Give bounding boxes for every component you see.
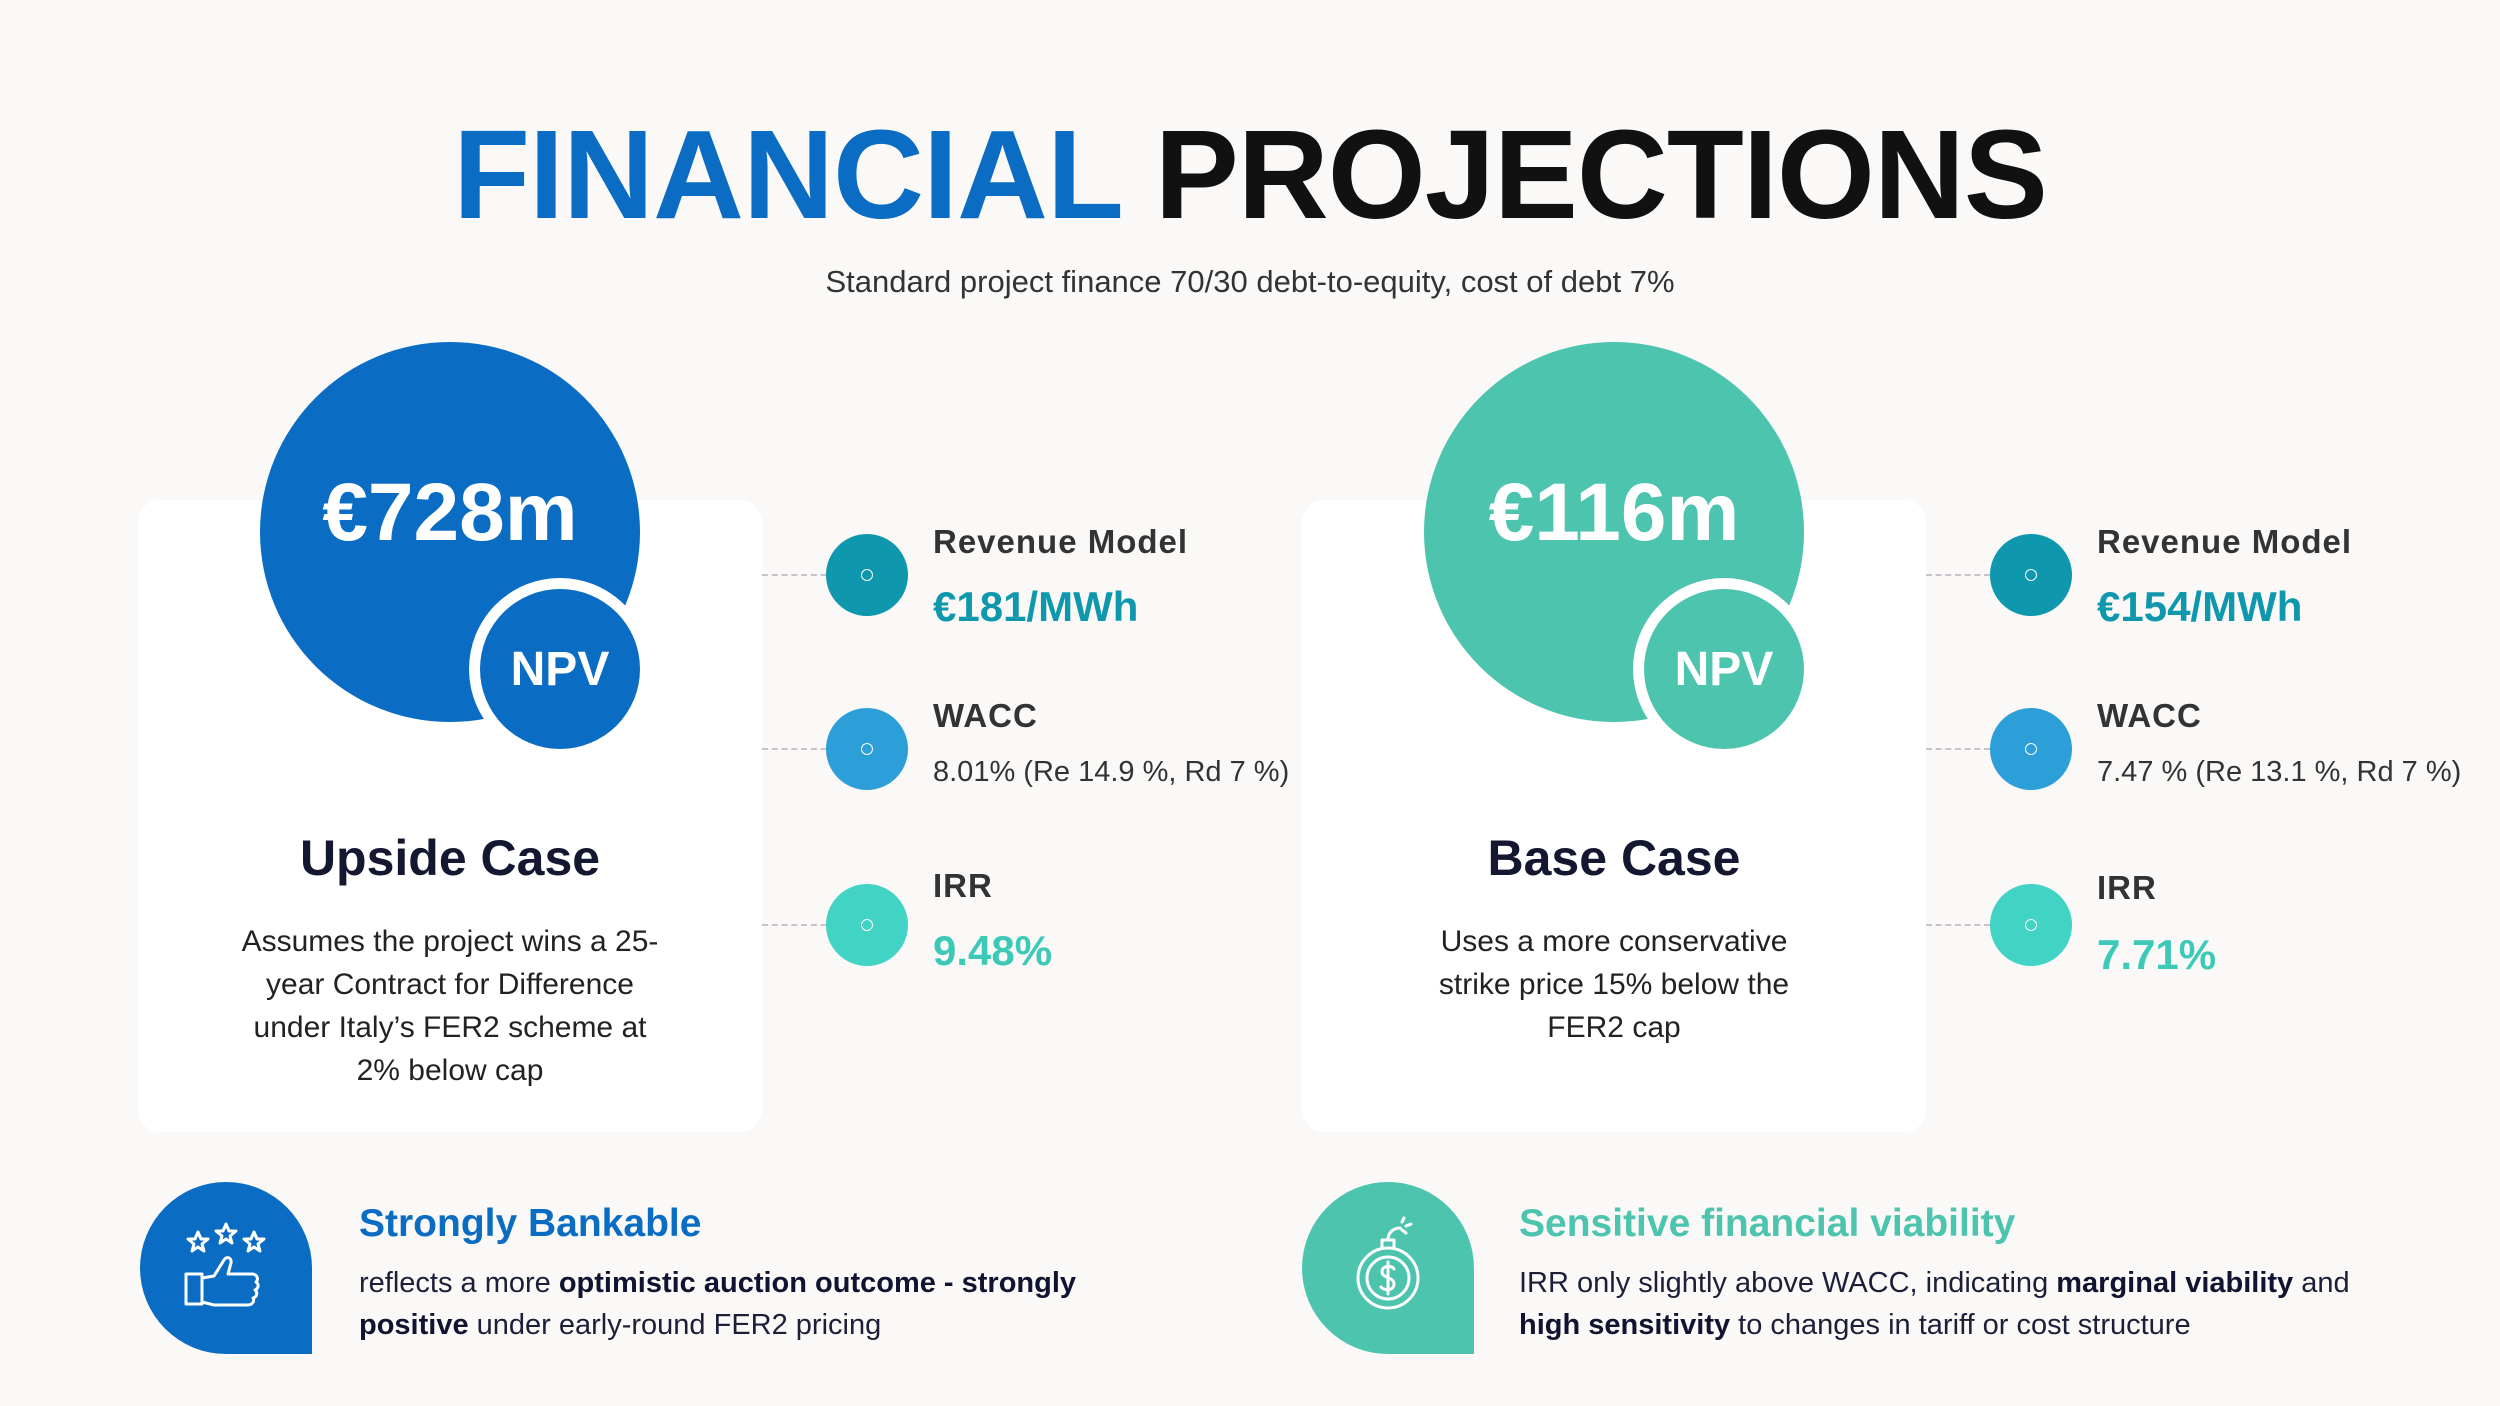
upside-case-description: Assumes the project wins a 25-year Contr… xyxy=(241,925,659,1087)
upside-wacc-connector xyxy=(762,748,856,750)
upside-irr-value: 9.48% xyxy=(933,927,1053,974)
bankable-description: reflects a more optimistic auction outco… xyxy=(359,1267,1077,1341)
upside-npv-value: €728m xyxy=(322,467,578,558)
page-title: FINANCIAL PROJECTIONS xyxy=(0,110,2500,240)
page-subtitle: Standard project finance 70/30 debt-to-e… xyxy=(825,264,1675,299)
base-revenue-dot xyxy=(1990,534,2072,616)
base-npv-label: NPV xyxy=(1644,589,1804,749)
base-revenue-connector xyxy=(1926,574,1990,576)
upside-wacc-dot xyxy=(826,708,908,790)
bankable-badge xyxy=(140,1182,312,1354)
base-wacc-value: 7.47 % (Re 13.1 %, Rd 7 %) xyxy=(2097,756,2462,788)
thumbs-up-stars-icon xyxy=(180,1220,272,1312)
base-revenue-label: Revenue Model xyxy=(2097,523,2353,560)
upside-irr-label: IRR xyxy=(933,867,993,904)
base-irr-dot xyxy=(1990,884,2072,966)
bankable-title: Strongly Bankable xyxy=(359,1202,702,1245)
base-wacc-label: WACC xyxy=(2097,697,2202,734)
base-wacc-connector xyxy=(1926,748,1990,750)
upside-revenue-value: €181/MWh xyxy=(933,583,1139,630)
base-case-title: Base Case xyxy=(1487,830,1741,886)
upside-revenue-label: Revenue Model xyxy=(933,523,1189,560)
sensitive-description: IRR only slightly above WACC, indicating… xyxy=(1519,1267,2350,1341)
sensitive-title: Sensitive financial viability xyxy=(1519,1202,2016,1245)
base-irr-connector xyxy=(1926,924,1990,926)
upside-revenue-connector xyxy=(762,574,856,576)
upside-wacc-value: 8.01% (Re 14.9 %, Rd 7 %) xyxy=(933,756,1290,788)
title-part-financial: FINANCIAL xyxy=(453,104,1122,245)
upside-revenue-dot xyxy=(826,534,908,616)
upside-npv-label: NPV xyxy=(480,589,640,749)
base-irr-label: IRR xyxy=(2097,869,2157,906)
upside-wacc-label: WACC xyxy=(933,697,1038,734)
money-bomb-icon xyxy=(1344,1214,1434,1314)
upside-irr-connector xyxy=(762,924,856,926)
sensitive-badge xyxy=(1302,1182,1474,1354)
upside-irr-dot xyxy=(826,884,908,966)
base-irr-value: 7.71% xyxy=(2097,931,2217,978)
title-part-projections: PROJECTIONS xyxy=(1154,104,2048,245)
base-revenue-value: €154/MWh xyxy=(2097,583,2303,630)
upside-case-title: Upside Case xyxy=(299,830,601,886)
base-wacc-dot xyxy=(1990,708,2072,790)
base-npv-value: €116m xyxy=(1488,467,1740,558)
base-case-description: Uses a more conservative strike price 15… xyxy=(1438,925,1790,1044)
